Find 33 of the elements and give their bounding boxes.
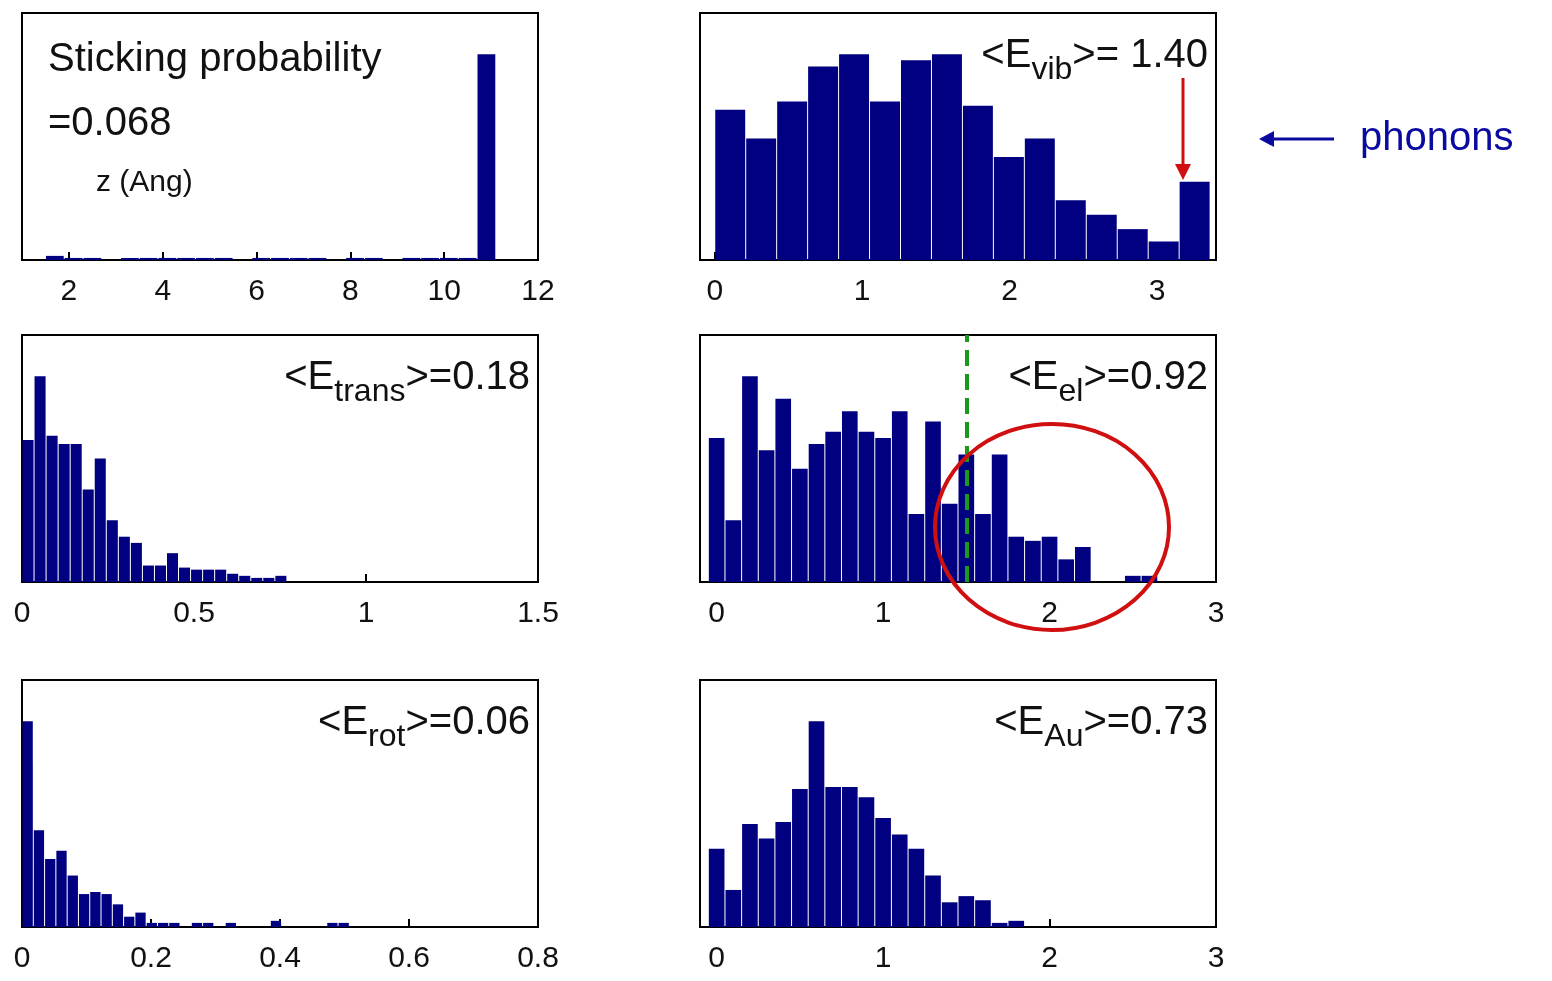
x-tick-label: 0.5	[173, 594, 215, 628]
x-tick-label: 2	[60, 272, 78, 306]
chart-title: Sticking probability	[48, 35, 382, 79]
x-tick-label: 0	[13, 939, 31, 973]
x-axis-title: z (Ang)	[96, 163, 193, 197]
bar	[270, 920, 282, 927]
x-tick-label: 0.2	[130, 939, 172, 973]
x-tick-label: 10	[427, 272, 461, 306]
x-tick-label: 12	[521, 272, 555, 306]
x-tick-label: 1	[874, 939, 892, 973]
text: phonons	[1360, 114, 1514, 158]
x-tick-label: 0	[13, 594, 31, 628]
x-tick-label: 8	[342, 272, 359, 306]
x-tick-label: 0	[706, 272, 724, 306]
x-tick-label: 1	[357, 594, 375, 628]
annotation: =0.068	[48, 99, 172, 143]
x-tick-label: 1	[874, 594, 892, 628]
x-tick-label: 1	[853, 272, 871, 306]
x-tick-label: 0	[708, 594, 725, 628]
x-tick-label: 0	[708, 939, 725, 973]
x-tick-label: 0.4	[259, 939, 301, 973]
bar	[225, 922, 236, 927]
x-tick-label: 2	[1041, 594, 1058, 628]
x-tick-label: 2	[1001, 272, 1018, 306]
x-tick-label: 3	[1207, 939, 1225, 973]
x-tick-label: 3	[1148, 272, 1166, 306]
x-tick-label: 3	[1207, 594, 1225, 628]
x-tick-label: 1.5	[517, 594, 559, 628]
x-tick-label: 4	[154, 272, 172, 306]
x-tick-label: 6	[248, 272, 265, 306]
x-tick-label: 0.6	[388, 939, 430, 973]
x-tick-label: 0.8	[517, 939, 559, 973]
x-tick-label: 2	[1041, 939, 1058, 973]
